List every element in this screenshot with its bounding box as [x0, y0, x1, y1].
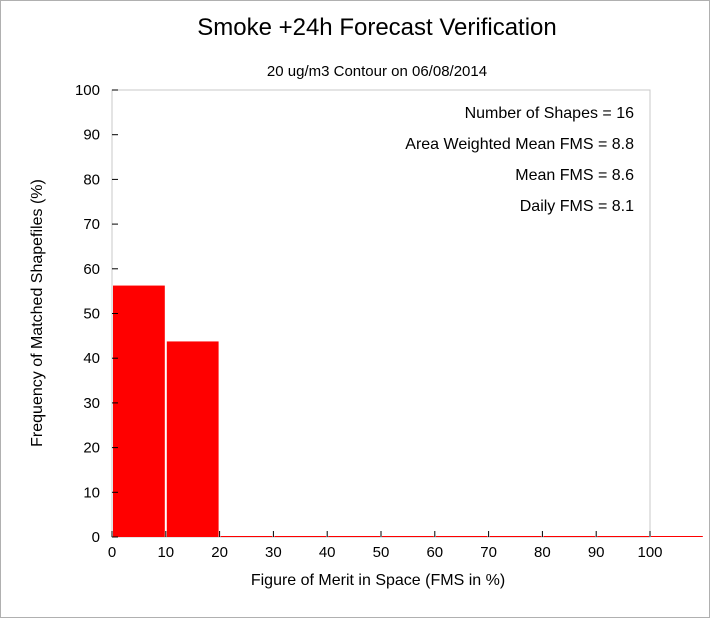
stat-annotation: Number of Shapes = 16 — [465, 105, 635, 122]
x-tick-label: 50 — [373, 544, 390, 561]
y-axis-ticks: 0 10 20 30 40 50 60 70 80 90 100 — [75, 82, 118, 546]
y-tick-label: 70 — [83, 216, 100, 233]
histogram-bar — [328, 536, 380, 537]
histogram-bar — [220, 536, 273, 537]
y-tick-label: 30 — [83, 395, 100, 412]
histogram-bar — [382, 536, 434, 537]
histogram-bar — [113, 285, 165, 537]
stat-annotation: Daily FMS = 8.1 — [520, 198, 634, 215]
y-tick-label: 60 — [83, 261, 100, 278]
histogram-bar — [543, 536, 596, 537]
y-tick-label: 100 — [75, 82, 100, 99]
y-tick-label: 50 — [83, 306, 100, 323]
stat-annotation: Area Weighted Mean FMS = 8.8 — [405, 136, 634, 153]
x-tick-label: 0 — [108, 544, 116, 561]
y-axis-label: Frequency of Matched Shapefiles (%) — [29, 179, 46, 447]
histogram-bar — [597, 536, 649, 537]
chart-title: Smoke +24h Forecast Verification — [197, 14, 557, 41]
y-tick-label: 10 — [83, 484, 100, 501]
x-tick-label: 60 — [426, 544, 443, 561]
x-tick-label: 20 — [211, 544, 228, 561]
stat-annotation: Mean FMS = 8.6 — [515, 167, 634, 184]
y-tick-label: 40 — [83, 350, 100, 367]
histogram-bar — [435, 536, 488, 537]
histogram-bar — [489, 536, 542, 537]
x-tick-label: 100 — [637, 544, 662, 561]
bars-group — [113, 285, 703, 537]
y-tick-label: 80 — [83, 171, 100, 188]
x-tick-label: 30 — [265, 544, 282, 561]
histogram-bar — [274, 536, 327, 537]
stats-annotations: Number of Shapes = 16 Area Weighted Mean … — [405, 105, 634, 215]
x-tick-label: 80 — [534, 544, 551, 561]
x-tick-label: 90 — [588, 544, 605, 561]
chart-subtitle: 20 ug/m3 Contour on 06/08/2014 — [267, 63, 487, 80]
x-axis-label: Figure of Merit in Space (FMS in %) — [251, 572, 505, 589]
histogram-bar — [166, 341, 219, 537]
y-tick-label: 20 — [83, 440, 100, 457]
x-tick-label: 40 — [319, 544, 336, 561]
x-tick-label: 70 — [480, 544, 497, 561]
x-axis-ticks: 0 10 20 30 40 50 60 70 80 90 100 — [108, 531, 663, 561]
histogram-bar — [651, 536, 703, 537]
y-tick-label: 0 — [92, 529, 100, 546]
x-tick-label: 10 — [157, 544, 174, 561]
y-tick-label: 90 — [83, 127, 100, 144]
